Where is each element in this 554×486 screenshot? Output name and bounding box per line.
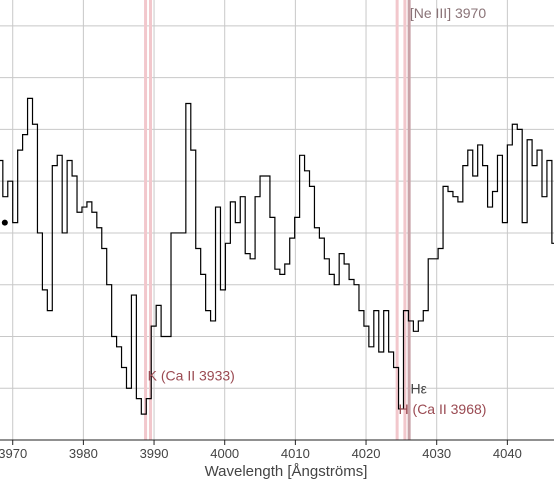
annotation-label: Hε [411,380,427,396]
x-tick-label: 3990 [140,446,169,461]
annotations: [Ne III] 3970 K (Ca II 3933) Hε H (Ca II 39… [148,5,487,417]
spectral-line-markers [144,0,411,440]
x-axis-title: Wavelength [Ångströms] [205,463,368,480]
spectrum-step-line [0,97,554,415]
x-tick-label: 4030 [422,446,451,461]
x-tick-label: 4000 [210,446,239,461]
x-tick-label: 4020 [352,446,381,461]
x-tick-label: 3980 [69,446,98,461]
annotation-label: K (Ca II 3933) [148,367,235,383]
x-tick-label: 4010 [281,446,310,461]
x-tick-label: 4040 [493,446,522,461]
annotation-label: H (Ca II 3968) [399,401,487,417]
x-tick-label: 3970 [0,446,27,461]
annotation-label: [Ne III] 3970 [410,5,486,21]
grid [0,0,554,440]
x-axis-ticks: 3970 3980 3990 4000 4010 4020 4030 4040 [0,440,522,461]
plot-background [0,0,554,440]
data-series [0,97,554,415]
series-start-point [1,219,8,226]
